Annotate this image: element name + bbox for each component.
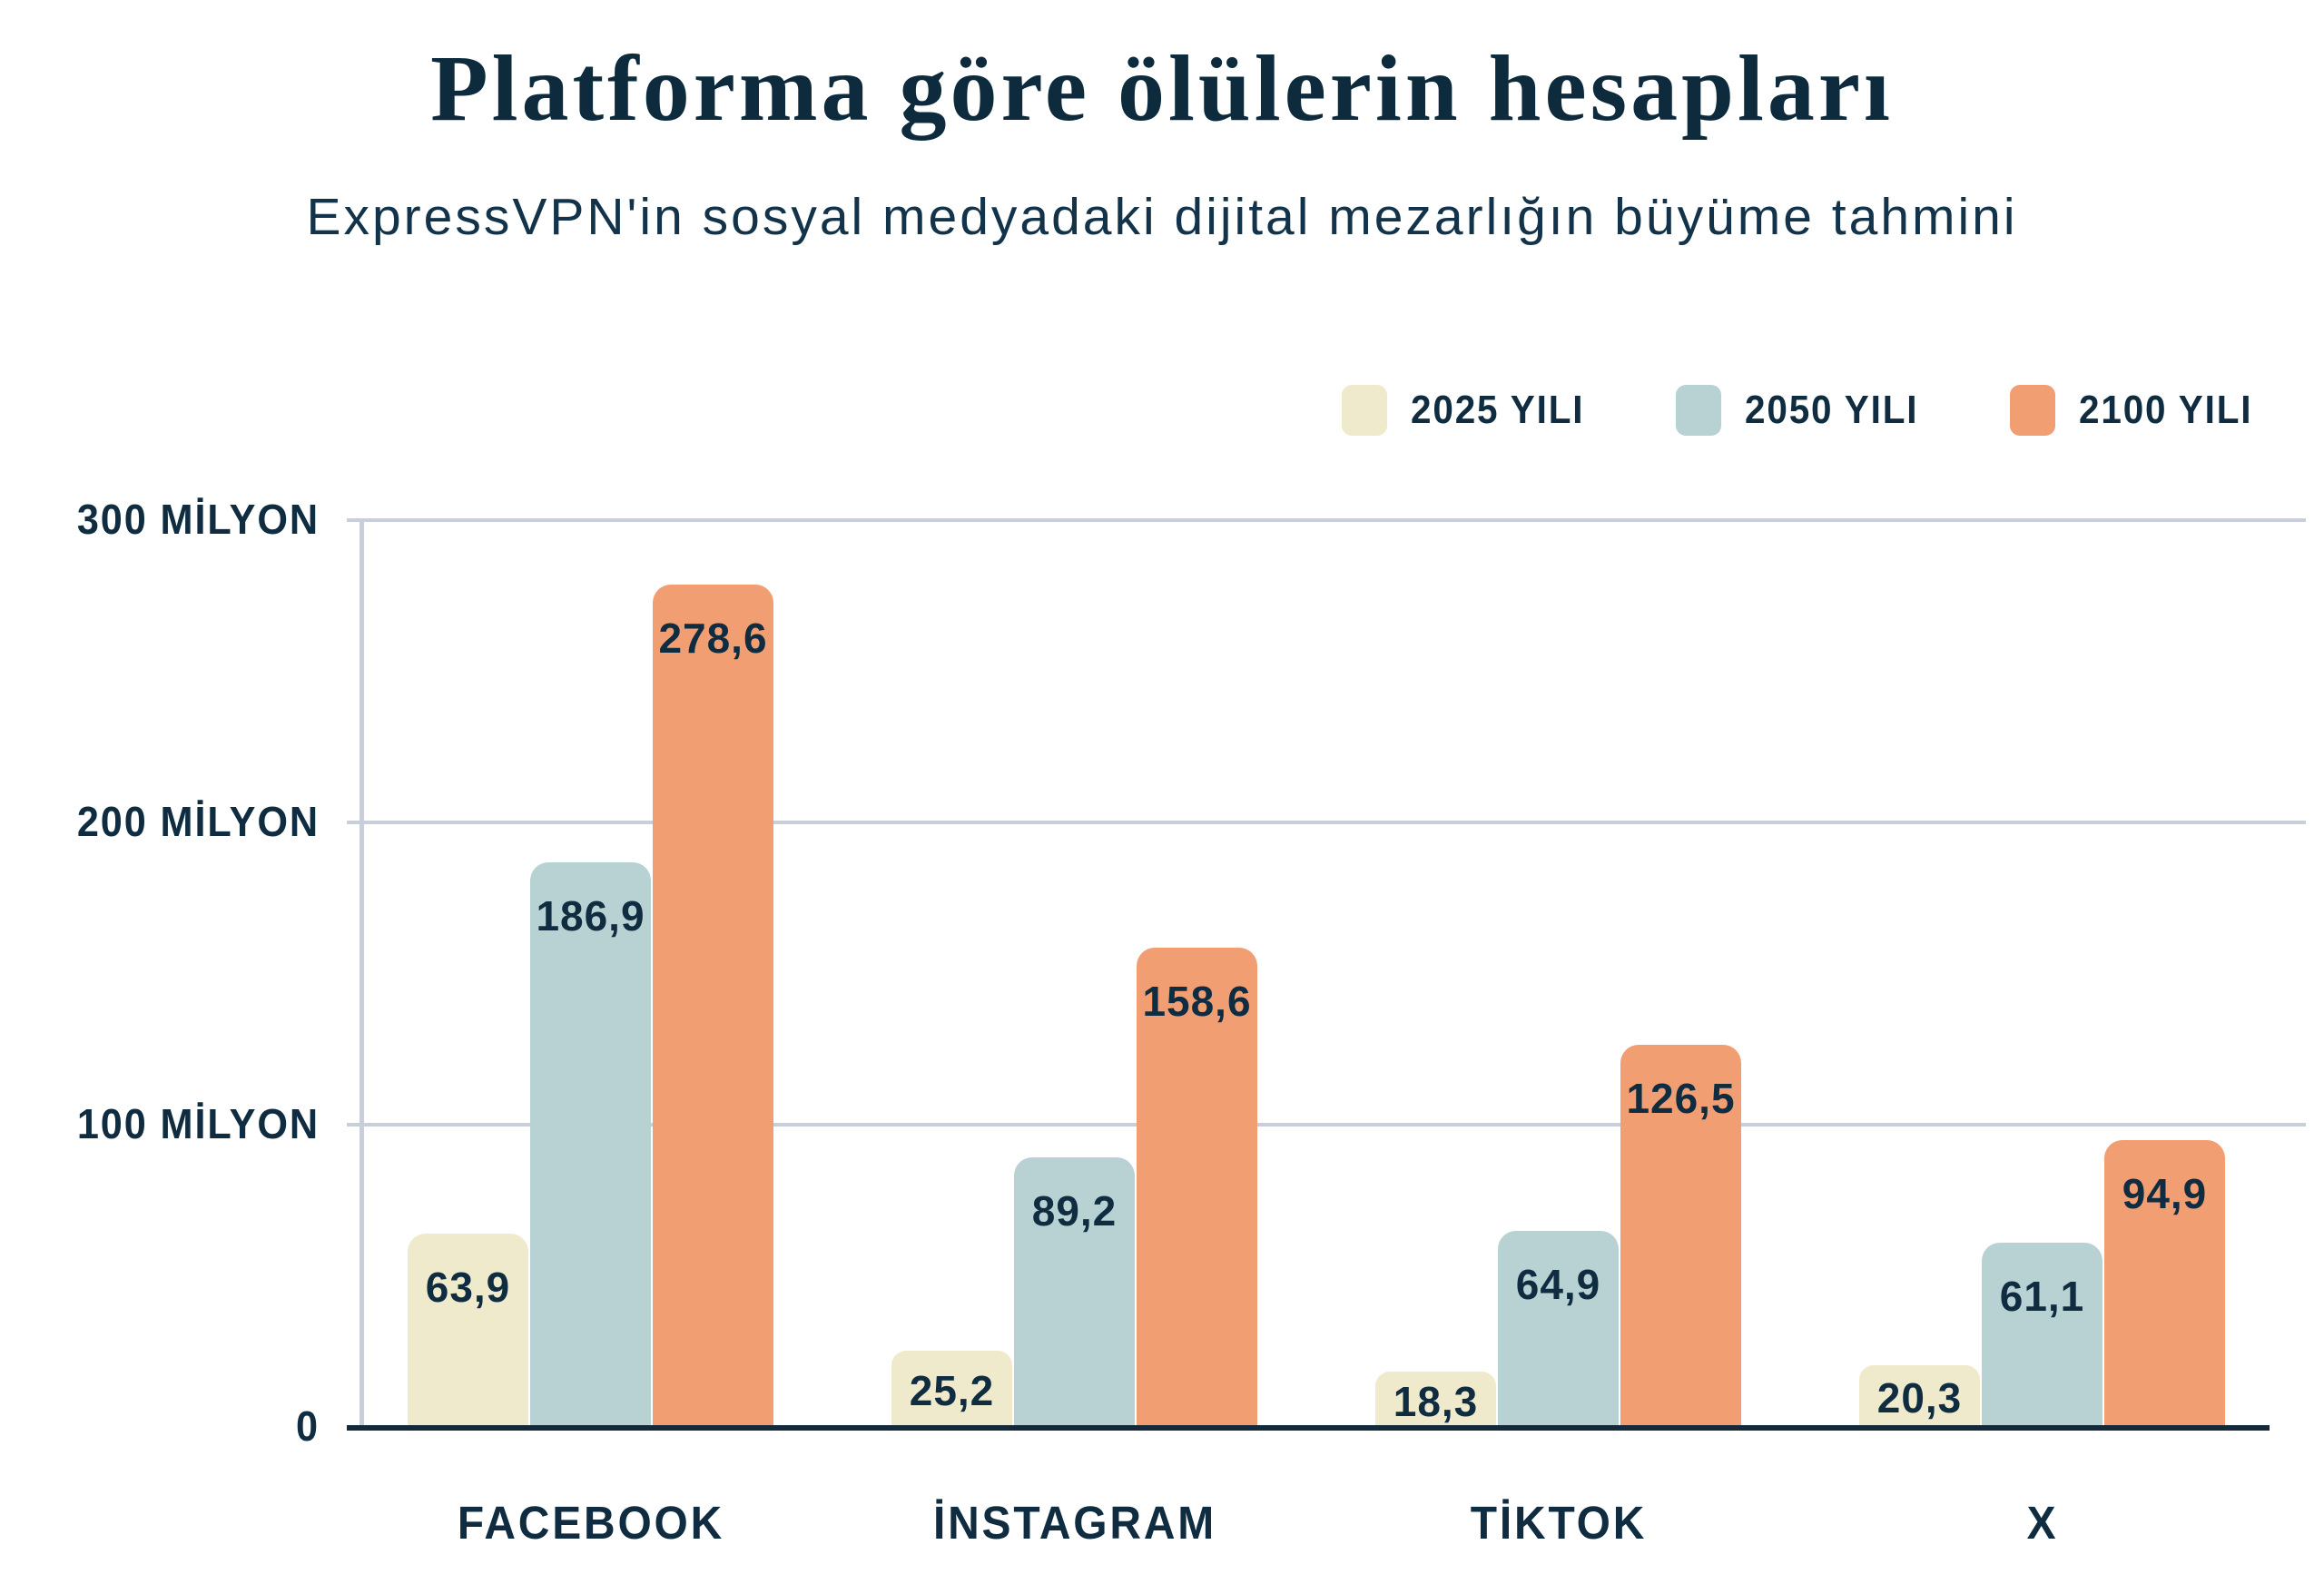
bar-x-2050 — [1982, 1243, 2102, 1427]
x-axis-label-facebook: FACEBOOK — [457, 1497, 725, 1549]
gridline-200 — [361, 821, 2306, 824]
legend-item-2050-yili: 2050 YILI — [1676, 385, 1934, 436]
legend-item-2100-yili: 2100 YILI — [2010, 385, 2268, 436]
bar-value-label: 158,6 — [1142, 978, 1252, 1025]
bar-value-label: 18,3 — [1393, 1378, 1479, 1425]
y-axis-line — [359, 520, 364, 1431]
bar-value-label: 186,9 — [536, 892, 645, 940]
bar-ti̇ktok-2025 — [1375, 1372, 1496, 1427]
x-axis-label-ti̇ktok: TİKTOK — [1470, 1497, 1648, 1549]
bar-x-2025 — [1859, 1365, 1980, 1427]
gridline-300 — [361, 518, 2306, 522]
bar-value-label: 64,9 — [1515, 1261, 1601, 1308]
y-axis-label-300: 300 MİLYON — [76, 496, 320, 543]
bar-i̇nstagram-2050 — [1014, 1157, 1135, 1427]
gridline-100 — [361, 1123, 2306, 1127]
bar-value-label: 25,2 — [909, 1367, 995, 1414]
bar-facebook-2100 — [653, 585, 773, 1427]
legend-swatch-icon — [1676, 385, 1721, 436]
page-subtitle: ExpressVPN'in sosyal medyadaki dijital m… — [306, 188, 2018, 246]
x-axis-label-i̇nstagram: İNSTAGRAM — [932, 1497, 1217, 1549]
bar-i̇nstagram-2100 — [1137, 948, 1257, 1427]
bar-value-label: 94,9 — [2122, 1170, 2208, 1217]
bar-x-2100 — [2104, 1140, 2225, 1427]
y-axis-tick-200 — [347, 821, 398, 824]
legend-item-2025-yili: 2025 YILI — [1342, 385, 1600, 436]
bar-ti̇ktok-2100 — [1620, 1045, 1741, 1427]
legend: 2025 YILI 2050 YILI 2100 YILI — [1342, 385, 2268, 436]
legend-swatch-icon — [1342, 385, 1387, 436]
bar-i̇nstagram-2025 — [891, 1351, 1012, 1427]
legend-label: 2050 YILI — [1745, 388, 1919, 432]
bar-value-label: 126,5 — [1626, 1075, 1736, 1122]
bar-value-label: 61,1 — [1999, 1273, 2085, 1320]
legend-label: 2100 YILI — [2079, 388, 2253, 432]
x-axis-baseline — [347, 1425, 2270, 1431]
bar-value-label: 89,2 — [1031, 1187, 1118, 1235]
page-title: Platforma göre ölülerin hesapları — [430, 36, 1894, 141]
y-axis-label-100: 100 MİLYON — [76, 1100, 320, 1147]
legend-swatch-icon — [2010, 385, 2055, 436]
bar-value-label: 278,6 — [658, 615, 768, 662]
x-axis-label-x: X — [2026, 1497, 2059, 1549]
legend-label: 2025 YILI — [1411, 388, 1585, 432]
bar-value-label: 20,3 — [1876, 1374, 1963, 1422]
y-axis-label-200: 200 MİLYON — [76, 798, 320, 845]
bar-facebook-2050 — [530, 862, 651, 1427]
y-axis-label-0: 0 — [296, 1402, 320, 1450]
bar-facebook-2025 — [408, 1234, 528, 1427]
y-axis-tick-100 — [347, 1123, 398, 1127]
y-axis-tick-300 — [347, 518, 398, 522]
bar-value-label: 63,9 — [425, 1264, 511, 1311]
bar-ti̇ktok-2050 — [1498, 1231, 1619, 1427]
